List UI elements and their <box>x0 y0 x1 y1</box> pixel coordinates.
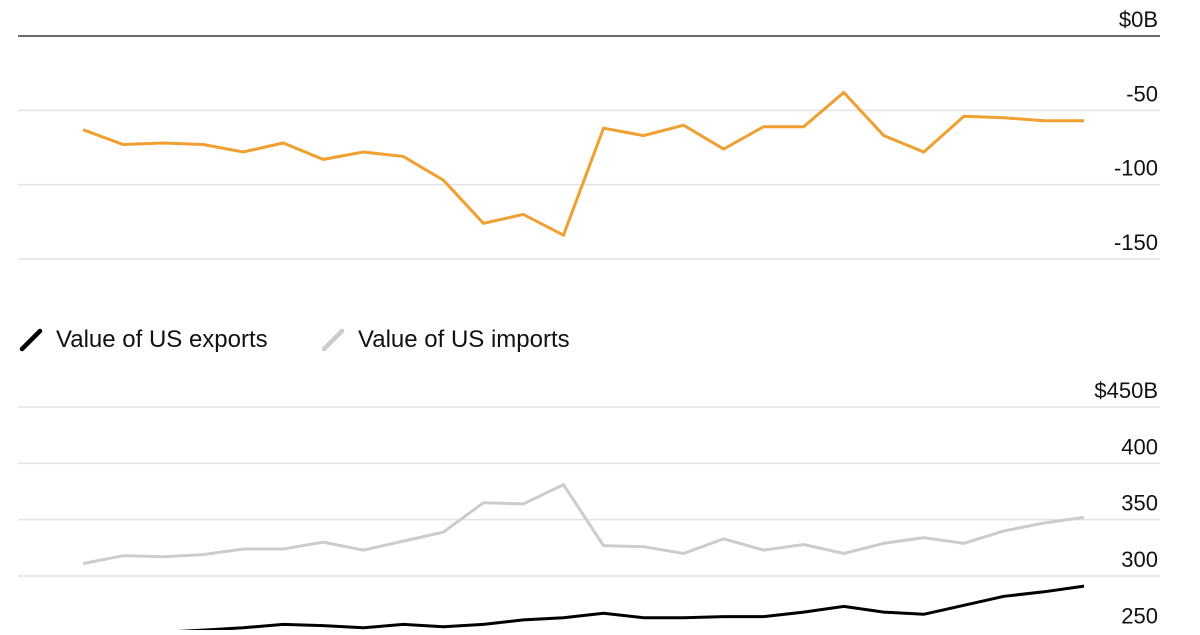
top-y-tick-label: $0B <box>1119 7 1158 32</box>
bottom-panel-gridlines <box>18 406 1160 634</box>
value-of-us-imports-legend-label: Value of US imports <box>358 326 570 353</box>
bottom-panel-series <box>82 482 1085 635</box>
bottom-y-tick-label: 300 <box>1121 547 1158 572</box>
bottom-y-tick-label: 400 <box>1121 434 1158 459</box>
top-series-line <box>82 90 1084 238</box>
legend: Value of US exports Value of US imports <box>19 326 570 353</box>
value-of-us-exports-line <box>82 584 1085 635</box>
bottom-y-tick-label: $450B <box>1094 378 1158 403</box>
bottom-y-tick-label: 250 <box>1121 603 1158 628</box>
top-panel-gridlines <box>18 35 1160 260</box>
bottom-panel-tick-labels: $450B 400 350 300 250 <box>1094 378 1158 628</box>
top-y-tick-label: -50 <box>1126 81 1158 106</box>
bottom-y-tick-label: 350 <box>1121 491 1158 516</box>
value-of-us-exports-legend-label: Value of US exports <box>56 326 268 353</box>
top-panel-tick-labels: $0B -50 -100 -150 <box>1114 7 1158 255</box>
top-y-tick-label: -100 <box>1114 156 1158 181</box>
value-of-us-imports-line <box>82 482 1085 566</box>
value-of-us-exports-legend-swatch <box>19 328 43 352</box>
top-panel-series <box>82 90 1084 238</box>
top-y-tick-label: -150 <box>1114 230 1158 255</box>
value-of-us-imports-legend-swatch <box>321 328 345 352</box>
